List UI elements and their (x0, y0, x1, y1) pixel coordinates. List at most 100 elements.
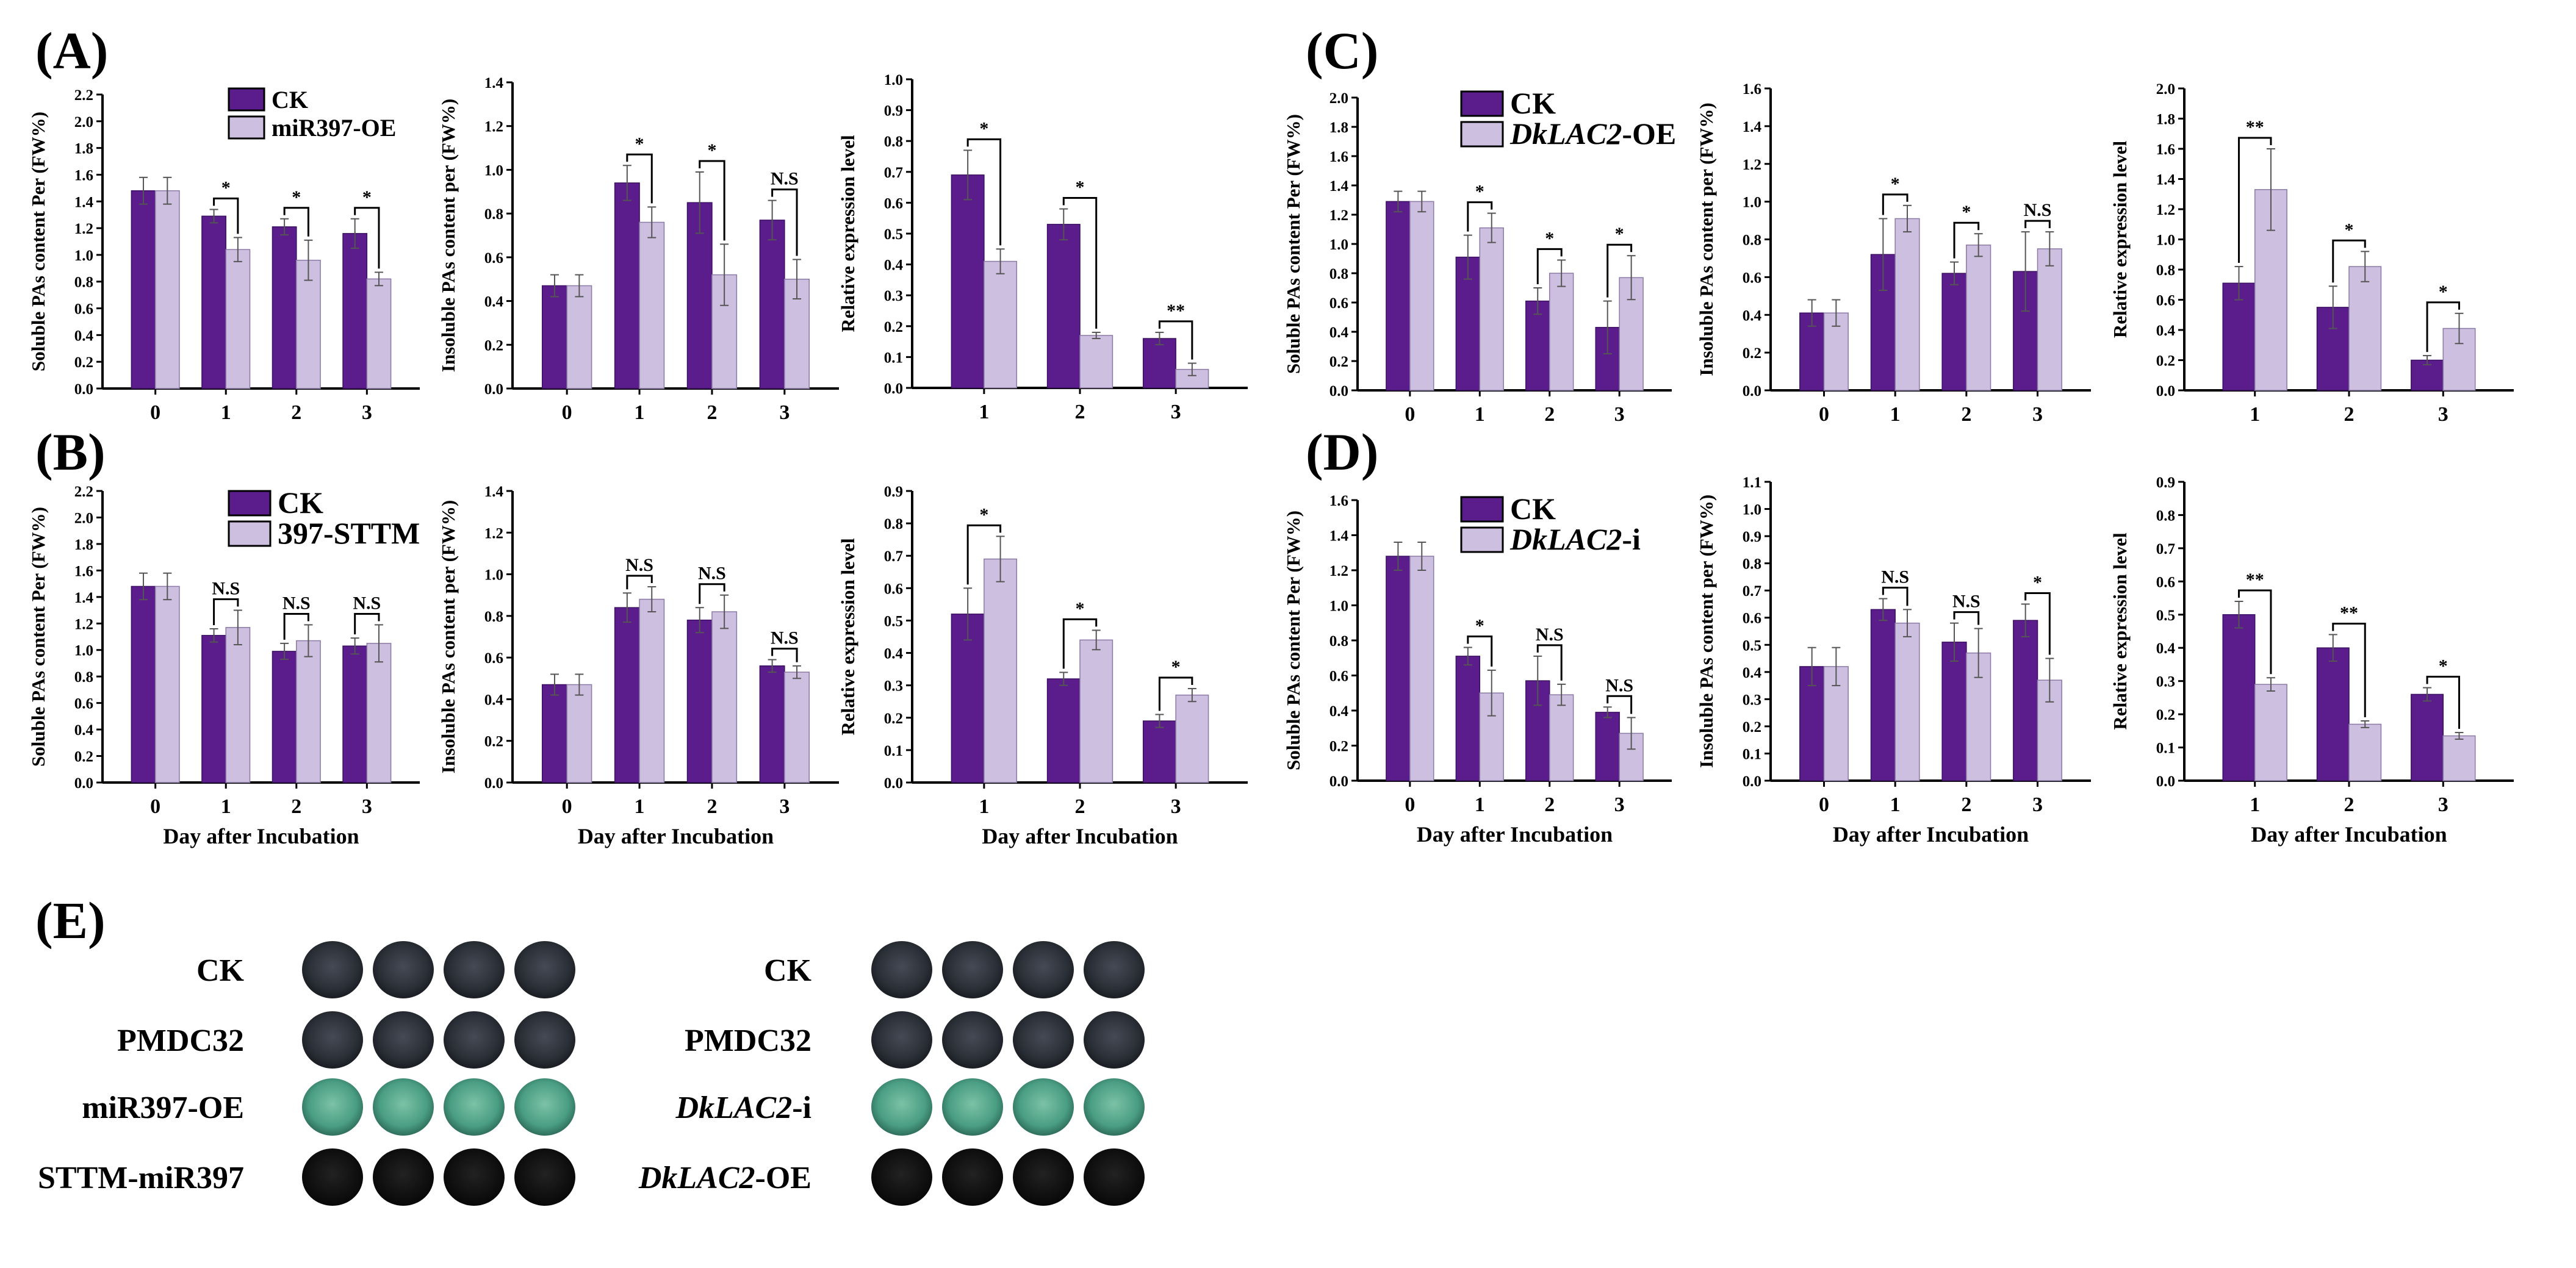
y-tick-label: 0.6 (1743, 270, 1761, 286)
x-tick-label: 1 (1890, 403, 1901, 426)
y-tick-label: 0.0 (74, 381, 93, 398)
y-tick-label: 2.0 (74, 114, 93, 131)
stain-row-label-text: CK (764, 953, 812, 988)
leaf-disc (1084, 1011, 1145, 1069)
y-tick-label: 0.8 (2156, 507, 2175, 524)
y-tick-label: 1.6 (1743, 81, 1761, 98)
x-tick-label: 1 (635, 401, 645, 424)
bar-ck (2013, 620, 2038, 781)
leaf-disc (373, 1078, 434, 1136)
leaf-disc (1084, 941, 1145, 998)
bar-ck (272, 651, 297, 783)
y-tick-label: 0.0 (1329, 383, 1348, 399)
y-tick-label: 1.6 (1329, 149, 1348, 165)
x-tick-label: 1 (221, 401, 231, 424)
leaf-disc (1013, 1078, 1074, 1136)
y-tick-label: 0.2 (884, 319, 903, 335)
legend-entry: CK (272, 86, 308, 113)
y-tick-label: 1.2 (1329, 207, 1348, 224)
legend-entry: CK (1510, 86, 1556, 120)
x-tick-label: 0 (1819, 793, 1829, 816)
stain-row-label: PMDC32 (117, 1023, 244, 1058)
y-axis-label: Relative expression level (2109, 532, 2131, 730)
y-tick-label: 0.3 (884, 678, 903, 695)
y-tick-label: 0.8 (1329, 266, 1348, 282)
significance-bracket (2426, 301, 2461, 353)
bar-treatment (225, 249, 251, 389)
stain-group-1: CK PMDC32 miR397-OE STTM-miR397 (38, 941, 575, 1206)
bar-ck (272, 226, 297, 389)
y-tick-label: 0.0 (1743, 773, 1761, 790)
significance-bracket (1606, 695, 1633, 714)
x-tick-label: 3 (362, 401, 372, 424)
y-tick-label: 0.4 (2156, 323, 2176, 339)
significance-label: N.S (625, 555, 653, 575)
bar-ck (1142, 338, 1176, 389)
bar-ck (1870, 609, 1896, 781)
bar-ck (1941, 273, 1967, 391)
significance-label: * (1475, 182, 1484, 202)
significance-bracket (2426, 676, 2461, 729)
y-tick-label: 2.0 (74, 510, 93, 526)
significance-bracket (626, 153, 653, 204)
y-tick-label: 0.0 (2156, 773, 2175, 790)
stain-row-label-italic: DkLAC2 (675, 1091, 793, 1125)
x-axis-label: Day after Incubation (578, 824, 774, 848)
y-tick-label: 0.2 (1743, 719, 1761, 736)
y-tick-label: 0.9 (1743, 529, 1761, 545)
legend-entry: CK (278, 485, 323, 520)
y-tick-label: 0.6 (484, 650, 503, 667)
significance-bracket (283, 612, 309, 640)
bar-treatment (1823, 666, 1849, 781)
y-tick-label: 0.2 (1329, 739, 1348, 755)
bar-ck (1595, 712, 1620, 781)
bar-treatment (1409, 556, 1434, 781)
bar-ck (2222, 282, 2256, 391)
y-tick-label: 0.8 (484, 206, 503, 223)
y-tick-label: 2.2 (74, 87, 93, 104)
significance-label: * (1615, 224, 1624, 244)
y-tick-label: 0.8 (1329, 633, 1348, 650)
significance-label: * (635, 134, 644, 154)
chart-d1: 0.0 0.2 0.4 0.6 0.8 1.0 1.2 1.4 1.6 Soluble PAs c… (1283, 492, 1672, 847)
leaf-disc (514, 1148, 575, 1206)
leaf-disc (514, 941, 575, 998)
significance-label: * (1962, 202, 1971, 222)
x-axis-label: Day after Incubation (163, 824, 359, 848)
leaf-disc (302, 1011, 363, 1069)
y-tick-label: 0.0 (1329, 773, 1348, 790)
bar-ck (1046, 224, 1081, 389)
stain-row-label-text: STTM-miR397 (38, 1161, 244, 1195)
y-tick-label: 0.0 (484, 381, 503, 398)
y-tick-label: 1.6 (1329, 493, 1348, 509)
y-tick-label: 0.5 (1743, 637, 1761, 654)
leaf-disc (942, 1011, 1003, 1069)
bar-treatment (566, 684, 592, 783)
leaf-disc (942, 1078, 1003, 1136)
stain-panel: CK PMDC32 miR397-OE STTM-miR397 CK PMDC32 DkLA… (38, 941, 1145, 1206)
y-tick-label: 0.2 (484, 337, 503, 354)
significance-bracket (966, 524, 1002, 585)
y-tick-label: 0.4 (1743, 665, 1762, 681)
significance-bracket (1953, 611, 1980, 625)
y-axis-label: Soluble PAs content Per (FW%) (27, 112, 49, 371)
stain-row-label-text: CK (196, 953, 245, 988)
chart-a3: 0.0 0.1 0.2 0.3 0.4 0.5 0.6 0.7 0.8 0.9 1.0 Relativ… (837, 72, 1248, 423)
chart-c3: 0.0 0.2 0.4 0.6 0.8 1.0 1.2 1.4 1.6 1.8 2.0 Relativ… (2109, 81, 2514, 426)
stain-row-label: STTM-miR397 (38, 1161, 244, 1195)
x-tick-label: 1 (2250, 793, 2260, 816)
panel-label-d: (D) (1306, 423, 1378, 481)
y-tick-label: 1.8 (2156, 112, 2175, 128)
leaf-disc (444, 1148, 505, 1206)
x-tick-label: 2 (1075, 795, 1085, 818)
leaf-disc (1084, 1078, 1145, 1136)
bar-treatment (1079, 639, 1114, 783)
y-tick-label: 0.5 (884, 613, 903, 629)
significance-label: N.S (698, 564, 726, 584)
panel-label-a: (A) (35, 21, 108, 80)
y-axis-label: Relative expression level (837, 538, 858, 736)
